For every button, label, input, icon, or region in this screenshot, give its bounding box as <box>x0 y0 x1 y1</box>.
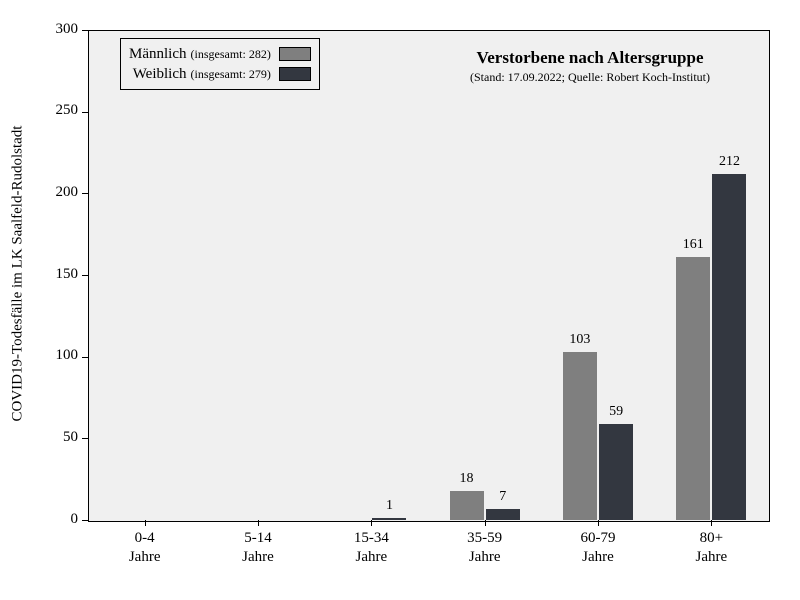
y-tick-label: 300 <box>28 21 78 38</box>
y-axis-label: COVID19-Todesfälle im LK Saalfeld-Rudols… <box>10 124 27 424</box>
y-tick-mark <box>82 275 88 276</box>
bar <box>676 257 710 520</box>
bar-value-label: 59 <box>586 404 646 420</box>
bar-value-label: 7 <box>473 489 533 505</box>
x-tick-label-suffix: Jahre <box>95 549 195 566</box>
y-tick-mark <box>82 520 88 521</box>
x-tick-label-suffix: Jahre <box>548 549 648 566</box>
bar-value-label: 103 <box>550 332 610 348</box>
legend-row: Männlich (insgesamt: 282) <box>129 45 311 63</box>
legend-row: Weiblich (insgesamt: 279) <box>129 65 311 83</box>
y-tick-mark <box>82 438 88 439</box>
y-tick-label: 250 <box>28 102 78 119</box>
x-tick-label-suffix: Jahre <box>321 549 421 566</box>
bar <box>486 509 520 520</box>
legend: Männlich (insgesamt: 282) Weiblich (insge… <box>120 38 320 90</box>
y-tick-mark <box>82 357 88 358</box>
bar <box>372 518 406 520</box>
x-tick-label: 35-59 <box>435 530 535 547</box>
legend-label: Weiblich (insgesamt: 279) <box>133 65 271 83</box>
y-tick-label: 150 <box>28 266 78 283</box>
x-tick-label: 80+ <box>661 530 761 547</box>
y-tick-label: 200 <box>28 184 78 201</box>
legend-swatch <box>279 47 311 61</box>
x-tick-mark <box>598 520 599 526</box>
y-tick-label: 0 <box>28 511 78 528</box>
x-tick-label: 15-34 <box>321 530 421 547</box>
y-tick-mark <box>82 112 88 113</box>
bar-value-label: 1 <box>359 498 419 514</box>
chart-subtitle: (Stand: 17.09.2022; Quelle: Robert Koch-… <box>430 70 750 85</box>
x-tick-label: 60-79 <box>548 530 648 547</box>
plot-area <box>88 30 770 522</box>
y-tick-mark <box>82 30 88 31</box>
x-tick-label-suffix: Jahre <box>208 549 308 566</box>
y-tick-mark <box>82 193 88 194</box>
x-tick-mark <box>145 520 146 526</box>
x-tick-label-suffix: Jahre <box>661 549 761 566</box>
x-tick-label: 5-14 <box>208 530 308 547</box>
x-tick-mark <box>258 520 259 526</box>
bar-value-label: 18 <box>437 471 497 487</box>
y-tick-label: 50 <box>28 429 78 446</box>
x-tick-label: 0-4 <box>95 530 195 547</box>
y-tick-label: 100 <box>28 347 78 364</box>
bar <box>712 174 746 520</box>
bar-value-label: 212 <box>699 154 759 170</box>
chart-title: Verstorbene nach Altersgruppe <box>430 48 750 68</box>
chart-container: COVID19-Todesfälle im LK Saalfeld-Rudols… <box>0 0 800 600</box>
x-tick-mark <box>485 520 486 526</box>
bar <box>599 424 633 520</box>
x-tick-label-suffix: Jahre <box>435 549 535 566</box>
bar <box>563 352 597 520</box>
x-tick-mark <box>711 520 712 526</box>
legend-label: Männlich (insgesamt: 282) <box>129 45 271 63</box>
x-tick-mark <box>371 520 372 526</box>
legend-swatch <box>279 67 311 81</box>
